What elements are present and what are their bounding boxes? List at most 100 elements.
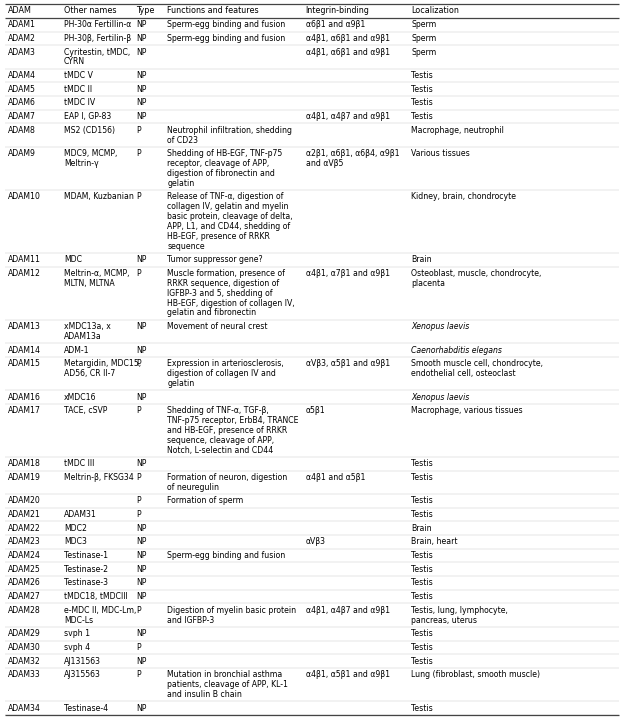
Text: Caenorhabditis elegans: Caenorhabditis elegans (411, 346, 502, 355)
Text: Macrophage, various tissues: Macrophage, various tissues (411, 407, 523, 415)
Text: ADAM27: ADAM27 (8, 592, 41, 601)
Text: α4β1, α6β1 and α9β1: α4β1, α6β1 and α9β1 (306, 47, 390, 57)
Text: Xenopus laevis: Xenopus laevis (411, 393, 469, 402)
Text: and IGFBP-3: and IGFBP-3 (167, 615, 215, 625)
Text: gelatin and fibronectin: gelatin and fibronectin (167, 308, 257, 318)
Text: Other names: Other names (64, 6, 117, 15)
Text: α4β1, α7β1 and α9β1: α4β1, α7β1 and α9β1 (306, 269, 390, 278)
Text: Lung (fibroblast, smooth muscle): Lung (fibroblast, smooth muscle) (411, 670, 540, 679)
Text: NP: NP (136, 346, 147, 355)
Text: ADAM1: ADAM1 (8, 20, 36, 29)
Text: NP: NP (136, 630, 147, 638)
Text: Integrin-binding: Integrin-binding (306, 6, 370, 15)
Text: Meltrin-α, MCMP,: Meltrin-α, MCMP, (64, 269, 130, 278)
Text: NP: NP (136, 85, 147, 94)
Text: ADAM29: ADAM29 (8, 630, 41, 638)
Text: RRKR sequence, digestion of: RRKR sequence, digestion of (167, 279, 280, 288)
Text: ADAM12: ADAM12 (8, 269, 41, 278)
Text: HB-EGF, digestion of collagen IV,: HB-EGF, digestion of collagen IV, (167, 298, 295, 308)
Text: αVβ3: αVβ3 (306, 538, 326, 546)
Text: patients, cleavage of APP, KL-1: patients, cleavage of APP, KL-1 (167, 680, 288, 689)
Text: Testis: Testis (411, 496, 433, 505)
Text: P: P (136, 125, 141, 135)
Text: Release of TNF-α, digestion of: Release of TNF-α, digestion of (167, 192, 284, 201)
Text: digestion of fibronectin and: digestion of fibronectin and (167, 169, 275, 178)
Text: digestion of collagen IV and: digestion of collagen IV and (167, 369, 277, 378)
Text: gelatin: gelatin (167, 379, 195, 388)
Text: ADAM5: ADAM5 (8, 85, 36, 94)
Text: MS2 (CD156): MS2 (CD156) (64, 125, 115, 135)
Text: P: P (136, 670, 141, 679)
Text: Testis: Testis (411, 551, 433, 560)
Text: NP: NP (136, 657, 147, 665)
Text: gelatin: gelatin (167, 179, 195, 188)
Text: ADAM31: ADAM31 (64, 510, 97, 519)
Text: Meltrin-β, FKSG34: Meltrin-β, FKSG34 (64, 473, 134, 482)
Text: tMDC IV: tMDC IV (64, 98, 95, 108)
Text: NP: NP (136, 255, 147, 265)
Text: and insulin B chain: and insulin B chain (167, 690, 242, 699)
Text: MDC-Ls: MDC-Ls (64, 615, 93, 625)
Text: of CD23: of CD23 (167, 136, 198, 145)
Text: ADAM33: ADAM33 (8, 670, 41, 679)
Text: ADAM13: ADAM13 (8, 322, 41, 331)
Text: ADAM: ADAM (8, 6, 32, 15)
Text: Testis: Testis (411, 473, 433, 482)
Text: APP, L1, and CD44, shedding of: APP, L1, and CD44, shedding of (167, 222, 291, 231)
Text: P: P (136, 407, 141, 415)
Text: basic protein, cleavage of delta,: basic protein, cleavage of delta, (167, 212, 293, 221)
Text: Kidney, brain, chondrocyte: Kidney, brain, chondrocyte (411, 192, 516, 201)
Text: NP: NP (136, 538, 147, 546)
Text: Testis: Testis (411, 460, 433, 468)
Text: Testis: Testis (411, 703, 433, 713)
Text: Brain, heart: Brain, heart (411, 538, 458, 546)
Text: Cyritestin, tMDC,: Cyritestin, tMDC, (64, 47, 130, 57)
Text: and HB-EGF, presence of RRKR: and HB-EGF, presence of RRKR (167, 426, 288, 435)
Text: Expression in arteriosclerosis,: Expression in arteriosclerosis, (167, 359, 284, 369)
Text: ADAM30: ADAM30 (8, 643, 41, 652)
Text: NP: NP (136, 579, 147, 587)
Text: ADAM24: ADAM24 (8, 551, 41, 560)
Text: α4β1, α5β1 and α9β1: α4β1, α5β1 and α9β1 (306, 670, 390, 679)
Text: ADAM17: ADAM17 (8, 407, 41, 415)
Text: MDAM, Kuzbanian: MDAM, Kuzbanian (64, 192, 134, 201)
Text: NP: NP (136, 460, 147, 468)
Text: tMDC III: tMDC III (64, 460, 94, 468)
Text: Formation of neuron, digestion: Formation of neuron, digestion (167, 473, 288, 482)
Text: receptor, cleavage of APP,: receptor, cleavage of APP, (167, 159, 270, 168)
Text: Sperm-egg binding and fusion: Sperm-egg binding and fusion (167, 551, 286, 560)
Text: NP: NP (136, 703, 147, 713)
Text: ADAM10: ADAM10 (8, 192, 41, 201)
Text: ADAM2: ADAM2 (8, 34, 36, 43)
Text: ADAM13a: ADAM13a (64, 332, 102, 341)
Text: P: P (136, 149, 141, 158)
Text: α4β1, α4β7 and α9β1: α4β1, α4β7 and α9β1 (306, 606, 390, 614)
Text: Testis: Testis (411, 643, 433, 652)
Text: α5β1: α5β1 (306, 407, 326, 415)
Text: ADAM25: ADAM25 (8, 565, 41, 574)
Text: Testinase-1: Testinase-1 (64, 551, 108, 560)
Text: NP: NP (136, 322, 147, 331)
Text: ADAM28: ADAM28 (8, 606, 41, 614)
Text: EAP I, GP-83: EAP I, GP-83 (64, 112, 111, 121)
Text: ADAM21: ADAM21 (8, 510, 41, 519)
Text: P: P (136, 643, 141, 652)
Text: Macrophage, neutrophil: Macrophage, neutrophil (411, 125, 504, 135)
Text: α4β1, α6β1 and α9β1: α4β1, α6β1 and α9β1 (306, 34, 390, 43)
Text: tMDC II: tMDC II (64, 85, 92, 94)
Text: Meltrin-γ: Meltrin-γ (64, 159, 99, 168)
Text: NP: NP (136, 112, 147, 121)
Text: ADAM32: ADAM32 (8, 657, 41, 665)
Text: α4β1 and α5β1: α4β1 and α5β1 (306, 473, 365, 482)
Text: ADAM22: ADAM22 (8, 523, 41, 533)
Text: Sperm: Sperm (411, 34, 436, 43)
Text: Sperm-egg binding and fusion: Sperm-egg binding and fusion (167, 34, 286, 43)
Text: ADAM4: ADAM4 (8, 71, 36, 80)
Text: Shedding of TNF-α, TGF-β,: Shedding of TNF-α, TGF-β, (167, 407, 269, 415)
Text: Sperm: Sperm (411, 20, 436, 29)
Text: Testinase-3: Testinase-3 (64, 579, 108, 587)
Text: placenta: placenta (411, 279, 445, 288)
Text: Neutrophil infiltration, shedding: Neutrophil infiltration, shedding (167, 125, 293, 135)
Text: P: P (136, 192, 141, 201)
Text: α4β1, α4β7 and α9β1: α4β1, α4β7 and α9β1 (306, 112, 390, 121)
